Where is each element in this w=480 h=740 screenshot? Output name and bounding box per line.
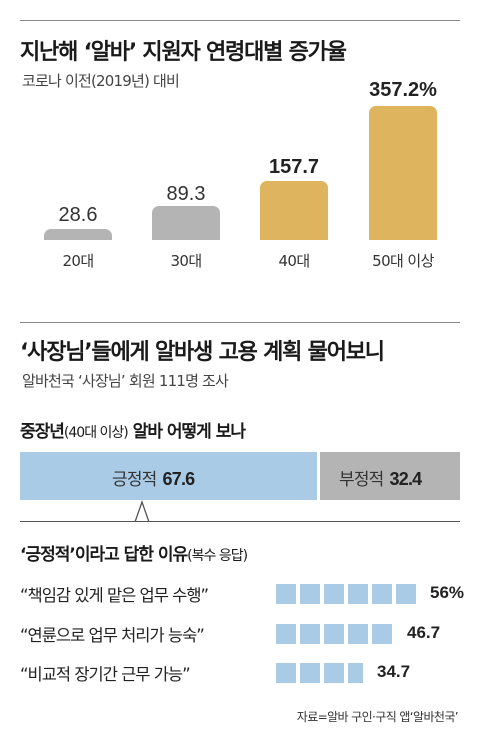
- reason-label-1: “책임감 있게 맡은 업무 수행”: [20, 586, 209, 605]
- reason-bar-1: [276, 584, 426, 604]
- reasons-heading: ‘긍정적’이라고 답한 이유(복수 응답): [20, 540, 248, 565]
- bar-value-label-50s: 357.2%: [369, 79, 437, 101]
- negative-segment-text: 부정적 32.4: [339, 465, 423, 490]
- chart1-subtitle: 코로나 이전(2019년) 대비: [22, 72, 180, 90]
- reasons-heading-paren: (복수 응답): [187, 548, 248, 564]
- callout-line: [20, 521, 460, 522]
- reason-bar-3-cell: [300, 663, 320, 683]
- reasons-heading-main: ‘긍정적’이라고 답한 이유: [20, 545, 188, 565]
- category-label-20s: 20대: [62, 252, 94, 270]
- bar-50s: [369, 106, 437, 240]
- reason-bar-1-cell: [396, 584, 416, 604]
- split-heading: 중장년(40대 이상) 알바 어떻게 보나: [20, 417, 246, 442]
- chart1-title: 지난해 ‘알바’ 지원자 연령대별 증가율: [20, 40, 347, 65]
- reason-value-3: 34.7: [377, 662, 411, 681]
- reason-bar-2-cell: [372, 624, 392, 644]
- reason-bar-2-cell: [348, 624, 368, 644]
- reason-label-3: “비교적 장기간 근무 가능”: [20, 665, 191, 684]
- positive-label: 긍정적: [112, 470, 157, 490]
- source-note: 자료=알바 구인·구직 앱‘알바천국’: [296, 710, 459, 724]
- reason-bar-3-cell: [348, 663, 363, 683]
- callout-pointer: [134, 500, 150, 523]
- bar-value-label-30s: 89.3: [166, 183, 206, 205]
- reason-bar-1-cell: [276, 584, 296, 604]
- reason-bar-3-cell: [324, 663, 344, 683]
- bar-40s: [260, 181, 328, 240]
- bar-30s: [152, 206, 220, 240]
- chart2-title: ‘사장님’들에게 알바생 고용 계획 물어보니: [20, 340, 385, 365]
- top-rule: [20, 20, 460, 21]
- reason-bar-3-cell: [276, 663, 296, 683]
- section-rule: [20, 322, 460, 323]
- reason-label-2: “연륜으로 업무 처리가 능숙”: [20, 626, 205, 645]
- reason-value-1: 56%: [430, 583, 465, 602]
- category-label-30s: 30대: [170, 252, 202, 270]
- split-heading-paren: (40대 이상): [63, 425, 129, 441]
- reason-value-2: 46.7: [407, 623, 441, 642]
- bar-value-label-40s: 157.7: [268, 156, 320, 178]
- bar-value-label-20s: 28.6: [58, 204, 98, 226]
- reason-bar-1-cell: [348, 584, 368, 604]
- opinion-split-bar: 긍정적 67.6 부정적 32.4: [20, 452, 460, 500]
- reason-bar-1-cell: [372, 584, 392, 604]
- reason-bar-2: [276, 624, 426, 644]
- positive-value: 67.6: [162, 469, 196, 489]
- positive-segment: [20, 452, 317, 500]
- reason-bar-3: [276, 663, 426, 683]
- split-heading-main: 중장년: [20, 422, 65, 442]
- bar-20s: [44, 229, 112, 240]
- negative-segment: [320, 452, 460, 500]
- reason-bar-2-cell: [300, 624, 320, 644]
- category-label-50s: 50대 이상: [372, 252, 434, 270]
- reason-bar-2-cell: [276, 624, 296, 644]
- reason-bar-1-cell: [300, 584, 320, 604]
- reason-bar-1-cell: [324, 584, 344, 604]
- negative-label: 부정적: [339, 470, 384, 490]
- age-bar-chart: 28.6 89.3 157.7 357.2% 20대 30대 40대 50대 이…: [0, 0, 480, 280]
- reason-bar-2-cell: [324, 624, 344, 644]
- chart2-subtitle: 알바천국 ‘사장님’ 회원 111명 조사: [22, 372, 229, 390]
- category-label-40s: 40대: [278, 252, 310, 270]
- positive-segment-text: 긍정적 67.6: [112, 465, 196, 490]
- split-heading-rest: 알바 어떻게 보나: [127, 422, 246, 442]
- negative-value: 32.4: [389, 469, 423, 489]
